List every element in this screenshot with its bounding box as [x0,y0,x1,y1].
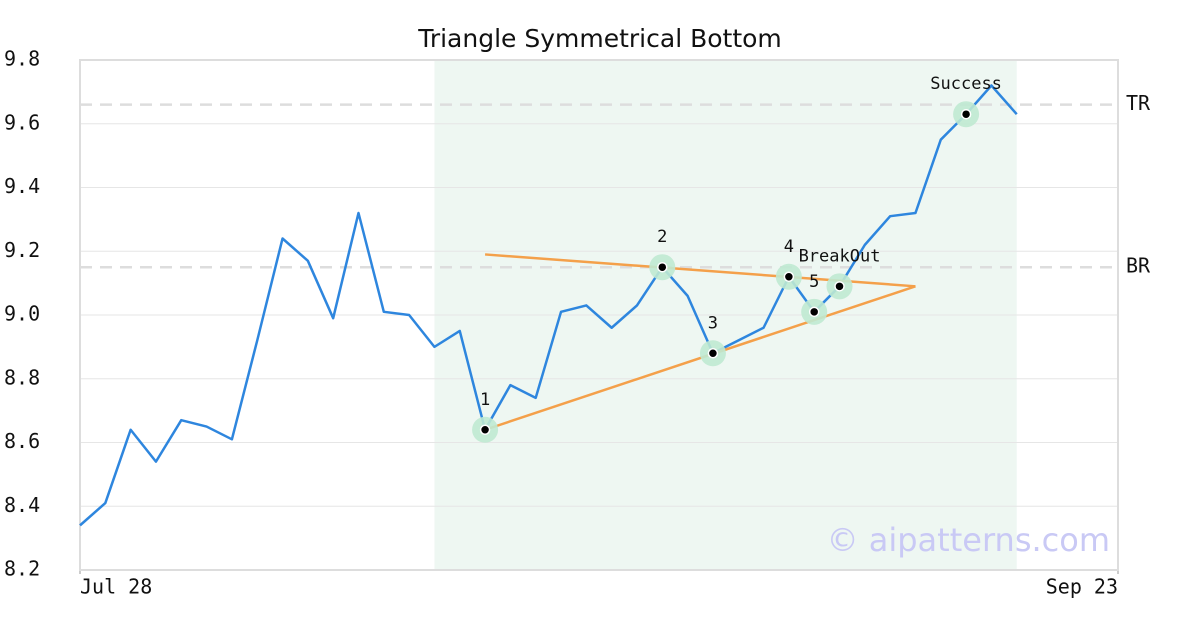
pattern-point [960,108,972,120]
pattern-label: 3 [708,313,718,333]
pattern-point [783,271,795,282]
x-tick-label: Jul 28 [80,575,152,599]
trendline [484,285,916,431]
pattern-label: 2 [657,227,667,247]
pattern-label: Success [930,74,1002,94]
y-tick-label: 8.6 [4,429,40,453]
x-tick-label: Sep 23 [1046,575,1118,599]
pattern-point [479,424,491,435]
y-tick-label: 9.4 [4,174,40,198]
y-tick-label: 9.6 [4,110,40,134]
plot-frame [79,59,1119,571]
pattern-point [834,281,845,292]
pattern-label: 5 [809,272,819,292]
y-tick-label: 9.0 [4,302,40,326]
y-tick-label: 8.2 [4,557,40,581]
y-tick-label: 9.8 [4,47,40,71]
level-label: BR [1126,254,1151,278]
watermark: © aipatterns.com [827,521,1110,559]
pattern-point [707,348,719,359]
y-tick-label: 8.8 [4,365,40,389]
price-line [79,84,1018,527]
pattern-label: 4 [784,237,794,257]
pattern-label: 1 [480,390,490,410]
level-label: TR [1126,91,1151,115]
chart-title: Triangle Symmetrical Bottom [417,24,782,53]
y-tick-label: 9.2 [4,238,40,262]
y-tick-label: 8.4 [4,493,40,517]
pattern-label: BreakOut [799,246,881,266]
pattern-point [657,261,668,273]
pattern-point [808,306,820,318]
